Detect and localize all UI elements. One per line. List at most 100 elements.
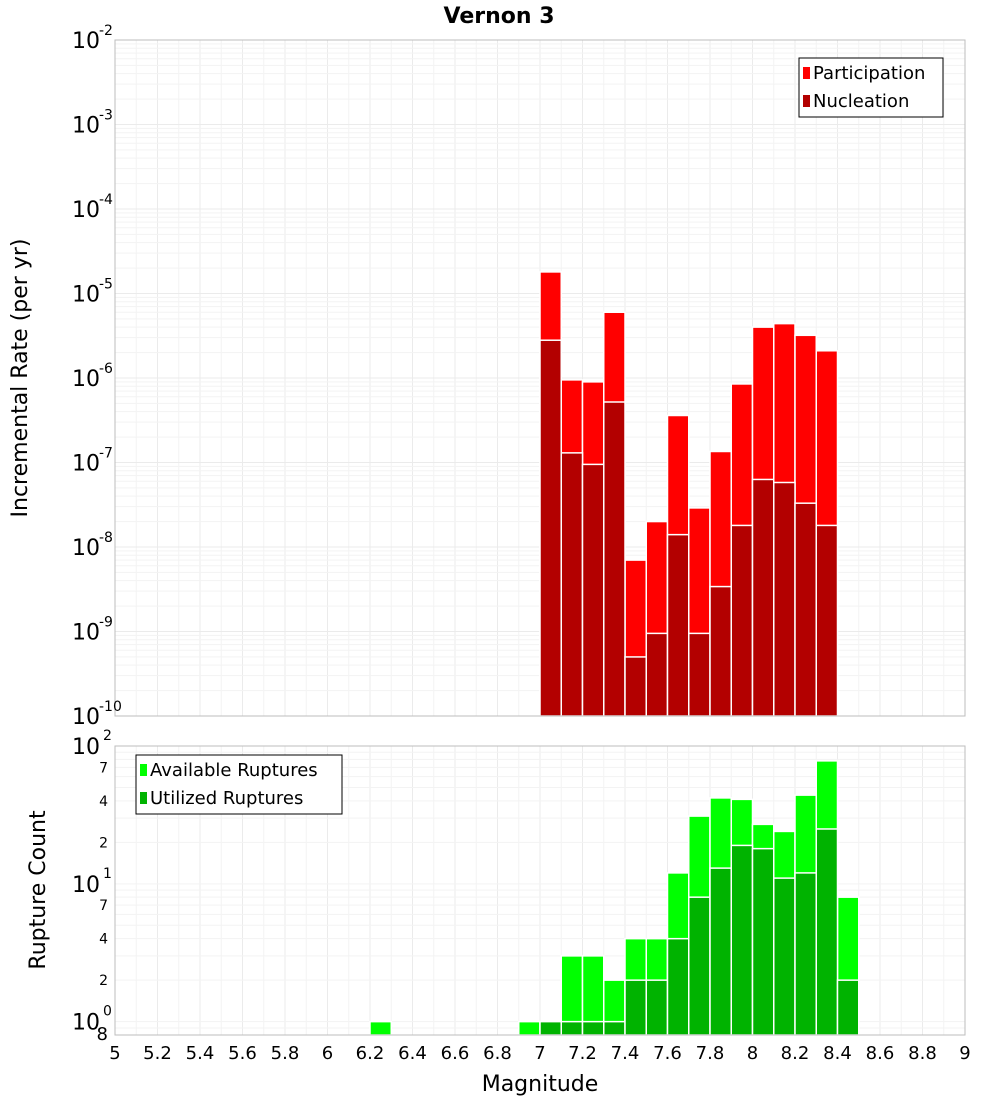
rate-y-tick-exponent: -2	[99, 23, 113, 39]
rate-y-tick-exponent: -6	[99, 361, 113, 377]
rate-y-tick-exponent: -7	[99, 446, 113, 462]
rate-bar-nucleation	[815, 524, 839, 717]
count-y-minor-tick-label: 4	[99, 794, 108, 810]
count-y-minor-tick-label: 2	[99, 835, 108, 851]
rate-y-tick-base: 10	[72, 367, 100, 392]
rate-bar-nucleation	[666, 533, 690, 717]
count-bar-utilized-ruptures	[751, 847, 775, 1036]
x-tick-label: 6.8	[483, 1043, 512, 1064]
rate-y-tick-base: 10	[72, 536, 100, 561]
x-tick-label: 5.2	[143, 1043, 172, 1064]
count-bar-available-ruptures	[518, 1020, 541, 1036]
count-bar-utilized-ruptures	[730, 844, 754, 1036]
x-tick-label: 5.4	[186, 1043, 215, 1064]
rate-bar-nucleation	[709, 585, 732, 717]
legend-swatch-participation	[803, 67, 810, 79]
x-tick-label: 6.6	[441, 1043, 470, 1064]
x-ticks: 5 5.2 5.4 5.6 5.8 6 6.2 6.4 6.6 6.8 7 7.2 7.4 7.6 7.8 8…	[109, 1043, 970, 1064]
rate-bar-nucleation	[751, 478, 775, 717]
x-tick-label: 8.6	[866, 1043, 895, 1064]
count-bar-available-ruptures	[369, 1020, 392, 1036]
count-y-tick-base: 10	[72, 735, 100, 760]
legend-label-nucleation: Nucleation	[813, 91, 909, 112]
count-bar-utilized-ruptures	[794, 872, 817, 1036]
x-tick-label: 7.2	[568, 1043, 597, 1064]
rate-bar-nucleation	[730, 524, 754, 717]
count-bar-utilized-ruptures	[688, 896, 711, 1036]
rate-y-tick-base: 10	[72, 198, 100, 223]
legend-swatch-utilized	[140, 792, 147, 804]
rate-y-axis-label: Incremental Rate (per yr)	[8, 239, 33, 518]
count-bars	[369, 760, 860, 1036]
rate-y-tick-exponent: -5	[99, 277, 113, 293]
count-legend-box	[135, 754, 343, 815]
legend-label-available: Available Ruptures	[150, 760, 318, 781]
rate-bar-nucleation	[794, 502, 817, 717]
count-bar-utilized-ruptures	[645, 979, 669, 1036]
rate-legend-box	[798, 57, 944, 118]
rate-y-tick-base: 10	[72, 114, 100, 139]
x-tick-label: 7	[534, 1043, 545, 1064]
rate-bar-nucleation	[603, 401, 626, 717]
rate-y-tick-exponent: -3	[99, 108, 113, 124]
count-y-tick-exponent: 0	[103, 1004, 112, 1020]
x-tick-label: 7.6	[653, 1043, 682, 1064]
x-tick-label: 7.8	[696, 1043, 725, 1064]
x-tick-label: 8	[747, 1043, 758, 1064]
count-bar-utilized-ruptures	[836, 979, 860, 1036]
count-bar-utilized-ruptures	[624, 979, 647, 1036]
rate-y-tick-exponent: -4	[99, 192, 113, 208]
rate-y-tick-exponent: -10	[99, 699, 122, 715]
rate-bar-nucleation	[645, 632, 669, 717]
count-bar-utilized-ruptures	[709, 867, 732, 1036]
count-legend: Available Ruptures Utilized Ruptures	[135, 754, 343, 815]
x-tick-label: 7.4	[611, 1043, 640, 1064]
rate-bar-nucleation	[560, 452, 584, 717]
legend-label-participation: Participation	[813, 63, 925, 84]
count-bar-utilized-ruptures	[666, 937, 690, 1036]
count-y-minor-tick-label: 7	[99, 760, 108, 776]
count-bar-utilized-ruptures	[815, 828, 839, 1036]
count-bar-utilized-ruptures	[539, 1020, 562, 1036]
legend-swatch-available	[140, 764, 147, 776]
rate-y-tick-exponent: -8	[99, 530, 113, 546]
count-bar-utilized-ruptures	[581, 1020, 605, 1036]
chart-title: Vernon 3	[444, 4, 555, 29]
count-y-tick-base: 10	[72, 1011, 100, 1036]
count-bar-utilized-ruptures	[603, 1020, 626, 1036]
x-tick-label: 8.8	[908, 1043, 937, 1064]
rate-bar-nucleation	[539, 339, 562, 717]
count-y-minor-tick-label: 8	[97, 1024, 108, 1045]
rate-y-tick-base: 10	[72, 283, 100, 308]
count-y-axis-label: Rupture Count	[26, 810, 51, 970]
legend-label-utilized: Utilized Ruptures	[150, 788, 303, 809]
rate-y-tick-base: 10	[72, 29, 100, 54]
rate-legend: Participation Nucleation	[798, 57, 944, 118]
x-tick-label: 6	[322, 1043, 333, 1064]
count-bar-utilized-ruptures	[560, 1020, 584, 1036]
rate-bar-nucleation	[688, 632, 711, 717]
count-y-minor-tick-label: 7	[99, 898, 108, 914]
x-axis-label: Magnitude	[482, 1072, 599, 1097]
x-tick-label: 9	[959, 1043, 970, 1064]
x-tick-label: 6.4	[398, 1043, 427, 1064]
rate-bar-nucleation	[581, 463, 605, 717]
x-tick-label: 5	[109, 1043, 120, 1064]
count-y-minor-tick-label: 2	[99, 973, 108, 989]
rate-y-tick-base: 10	[72, 452, 100, 477]
count-plot-frame	[114, 745, 966, 1036]
x-tick-label: 6.2	[356, 1043, 385, 1064]
count-y-tick-exponent: 1	[103, 866, 112, 882]
x-tick-label: 8.2	[781, 1043, 810, 1064]
count-y-tick-base: 10	[72, 873, 100, 898]
x-tick-label: 8.4	[823, 1043, 852, 1064]
rate-y-tick-base: 10	[72, 705, 100, 730]
rate-plot-frame	[114, 39, 966, 717]
rate-y-tick-base: 10	[72, 621, 100, 646]
